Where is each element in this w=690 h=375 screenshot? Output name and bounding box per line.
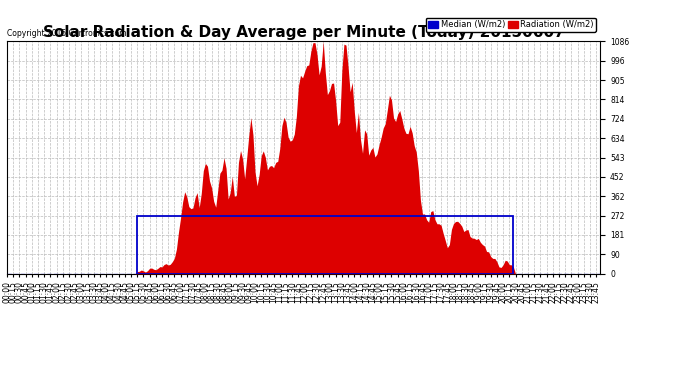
Bar — [137, 216, 513, 274]
Text: Copyright 2015 Cartronics.com: Copyright 2015 Cartronics.com — [7, 29, 126, 38]
Legend: Median (W/m2), Radiation (W/m2): Median (W/m2), Radiation (W/m2) — [426, 18, 596, 32]
Title: Solar Radiation & Day Average per Minute (Today) 20150607: Solar Radiation & Day Average per Minute… — [43, 25, 564, 40]
